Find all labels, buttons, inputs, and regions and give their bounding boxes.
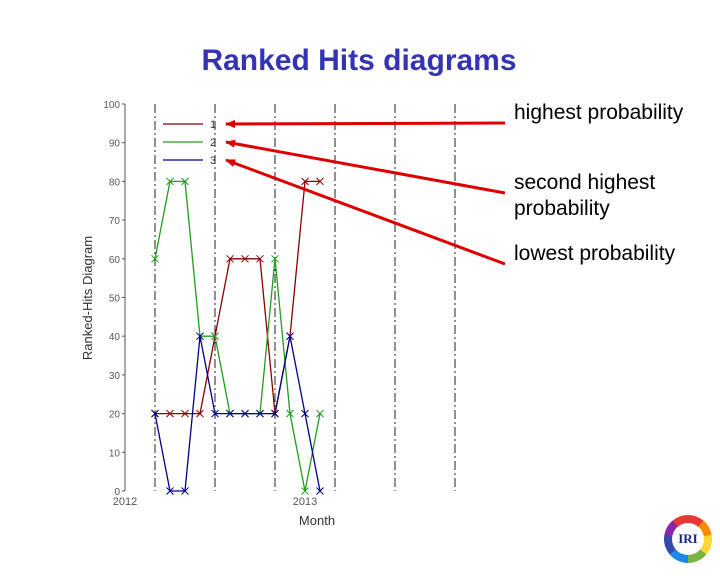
callout-arrow-1 (225, 119, 506, 128)
series-1-point (166, 409, 174, 418)
series-2-point (151, 254, 159, 263)
series-2-point (316, 409, 324, 418)
series-3-point (256, 409, 264, 418)
callout-highest-probability: highest probability (514, 101, 684, 124)
series-3-point (181, 487, 189, 495)
series-3-point (196, 332, 204, 341)
x-tick-label: 2012 (113, 496, 137, 508)
y-tick-label: 90 (109, 139, 121, 150)
legend-label-2: 2 (210, 137, 216, 149)
series-3-point (301, 409, 309, 418)
series-1-point (316, 177, 324, 186)
y-tick-label: 50 (109, 294, 121, 305)
series-1-point (256, 254, 264, 263)
series-3-point (166, 487, 174, 495)
series-3-point (316, 487, 324, 495)
y-tick-label: 20 (109, 410, 121, 421)
x-axis-label: Month (299, 513, 335, 528)
series-3-point (226, 409, 234, 418)
series-1-point (241, 254, 249, 263)
y-axis-label: Ranked-Hits Diagram (80, 236, 95, 360)
legend-label-3: 3 (210, 155, 216, 167)
y-tick-label: 30 (109, 371, 121, 382)
y-tick-label: 70 (109, 216, 121, 227)
series-3-point (211, 409, 219, 418)
series-2-point (271, 254, 279, 263)
y-tick-label: 0 (114, 487, 120, 498)
x-tick-label: 2013 (293, 496, 317, 508)
series-2-line (154, 180, 321, 492)
y-tick-label: 60 (109, 255, 121, 266)
series-1-point (226, 254, 234, 263)
series-2-point (211, 332, 219, 341)
series-3-point (241, 409, 249, 418)
legend-label-1: 1 (210, 119, 216, 131)
series-2-point (301, 487, 309, 495)
callout-second-highest-probability: second highest probability (514, 171, 656, 220)
y-tick-label: 10 (109, 448, 121, 459)
callout-arrow-2 (225, 139, 506, 195)
series-3-line (154, 336, 321, 492)
logo-text: IRI (672, 523, 704, 555)
callout-arrow-3 (225, 158, 506, 266)
iri-logo: IRI (664, 515, 712, 563)
series-3-point (286, 332, 294, 341)
y-tick-label: 40 (109, 332, 121, 343)
slide-title: Ranked Hits diagrams (201, 44, 517, 77)
series-2-point (286, 409, 294, 418)
series-3-point (151, 409, 159, 418)
callout-lowest-probability: lowest probability (514, 242, 676, 265)
series-2-point (166, 177, 174, 186)
series-1-point (181, 409, 189, 418)
y-tick-label: 80 (109, 177, 121, 188)
series-3-point (271, 409, 279, 418)
series-1-point (196, 409, 204, 418)
series-1-line (155, 180, 320, 415)
series-1-point (301, 177, 309, 186)
series-2-point (181, 177, 189, 186)
y-tick-label: 100 (103, 100, 120, 111)
